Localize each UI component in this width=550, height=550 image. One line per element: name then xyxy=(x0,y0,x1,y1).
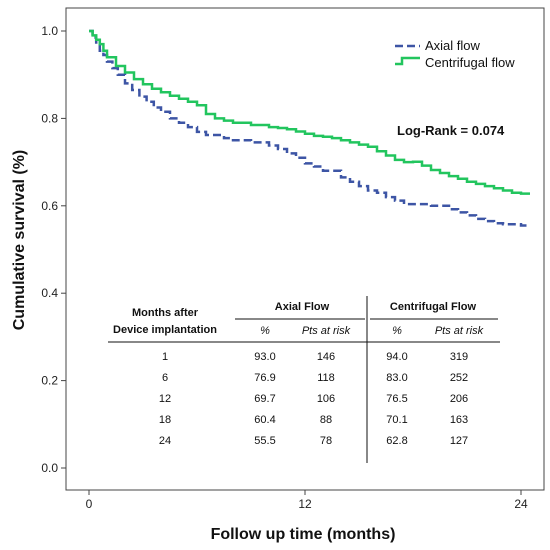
table-cell-cent-pct: 62.8 xyxy=(386,435,407,447)
y-tick-label: 0.0 xyxy=(41,461,58,475)
table-header-centrifugal: Centrifugal Flow xyxy=(390,301,477,313)
series-lines xyxy=(89,29,530,227)
table-cell-axial-risk: 78 xyxy=(320,435,332,447)
table-cell-cent-risk: 127 xyxy=(450,435,468,447)
table-cell-cent-risk: 252 xyxy=(450,372,468,384)
table-cell-axial-pct: 60.4 xyxy=(254,414,275,426)
table-cell-cent-pct: 70.1 xyxy=(386,414,407,426)
y-tick-label: 0.4 xyxy=(41,286,58,300)
table-subheader-cent-pct: % xyxy=(392,325,402,337)
table-cell-axial-risk: 146 xyxy=(317,351,335,363)
table-cell-month: 1 xyxy=(162,351,168,363)
x-tick-label: 24 xyxy=(514,497,528,511)
table-cell-cent-pct: 94.0 xyxy=(386,351,407,363)
y-axis-ticks: 0.0 0.2 0.4 0.6 0.8 1.0 xyxy=(41,24,66,475)
y-tick-label: 0.2 xyxy=(41,374,58,388)
survival-table: Months after Device implantation Axial F… xyxy=(108,296,500,463)
table-header-months-line2: Device implantation xyxy=(113,324,217,336)
table-cell-cent-risk: 163 xyxy=(450,414,468,426)
table-header-months-line1: Months after xyxy=(132,307,199,319)
table-header-axial: Axial Flow xyxy=(275,301,330,313)
log-rank-annotation: Log-Rank = 0.074 xyxy=(397,123,505,138)
legend-label-centrifugal: Centrifugal flow xyxy=(425,55,515,70)
x-axis-ticks: 0 12 24 xyxy=(86,490,528,511)
series-centrifugal-flow-line xyxy=(89,29,530,195)
table-cell-axial-pct: 76.9 xyxy=(254,372,275,384)
x-tick-label: 0 xyxy=(86,497,93,511)
table-cell-cent-pct: 76.5 xyxy=(386,393,407,405)
legend-swatch-centrifugal xyxy=(395,56,420,66)
table-cell-month: 18 xyxy=(159,414,171,426)
x-axis-title: Follow up time (months) xyxy=(211,526,396,543)
table-cell-axial-risk: 88 xyxy=(320,414,332,426)
series-axial-flow-line xyxy=(89,29,530,227)
table-cell-axial-risk: 118 xyxy=(317,372,335,384)
table-cell-axial-pct: 93.0 xyxy=(254,351,275,363)
y-tick-label: 0.8 xyxy=(41,111,58,125)
table-subheader-axial-risk: Pts at risk xyxy=(302,325,351,337)
legend: Axial flow Centrifugal flow xyxy=(395,38,515,70)
table-cell-axial-pct: 55.5 xyxy=(254,435,275,447)
table-cell-cent-pct: 83.0 xyxy=(386,372,407,384)
table-subheader-axial-pct: % xyxy=(260,325,270,337)
y-tick-label: 1.0 xyxy=(41,24,58,38)
table-rows: 1 93.0 146 94.0 319 6 76.9 118 83.0 252 12 69.7 106 7… xyxy=(159,351,468,447)
table-cell-cent-risk: 319 xyxy=(450,351,468,363)
legend-label-axial: Axial flow xyxy=(425,38,481,53)
table-cell-month: 6 xyxy=(162,372,168,384)
y-axis-title: Cumulative survival (%) xyxy=(11,150,28,331)
x-tick-label: 12 xyxy=(298,497,312,511)
y-tick-label: 0.6 xyxy=(41,199,58,213)
table-cell-axial-pct: 69.7 xyxy=(254,393,275,405)
table-cell-axial-risk: 106 xyxy=(317,393,335,405)
table-cell-cent-risk: 206 xyxy=(450,393,468,405)
table-cell-month: 12 xyxy=(159,393,171,405)
table-subheader-cent-risk: Pts at risk xyxy=(435,325,484,337)
table-cell-month: 24 xyxy=(159,435,171,447)
